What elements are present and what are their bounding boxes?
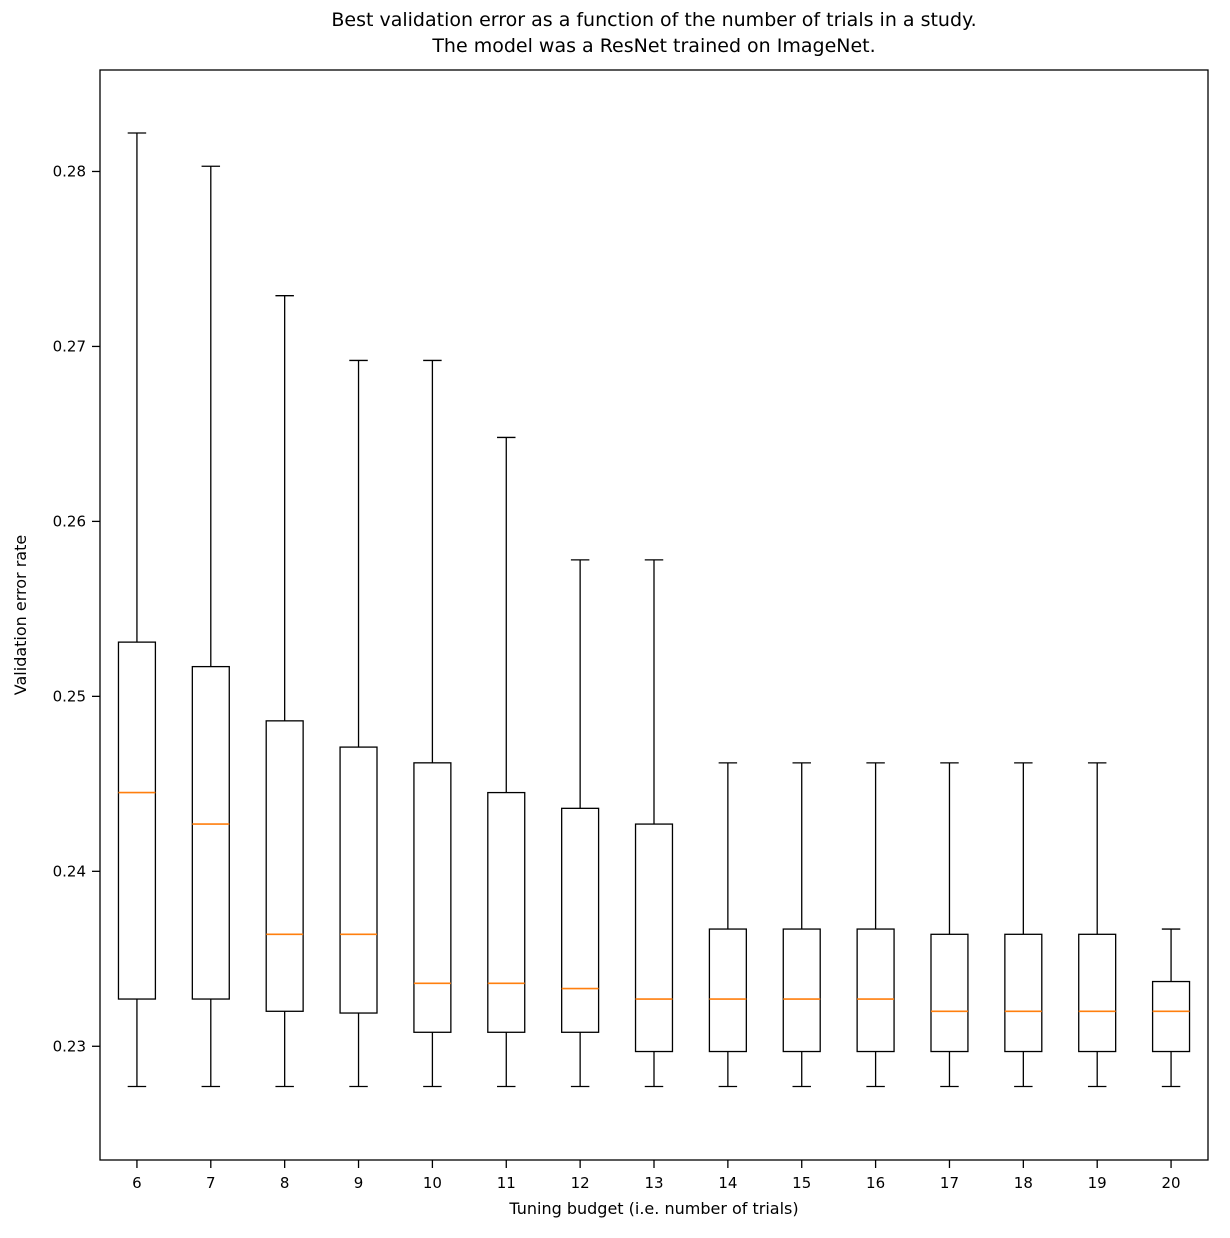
x-tick-label: 18 — [1014, 1174, 1033, 1192]
box-12 — [561, 807, 600, 1033]
x-tick-label: 11 — [497, 1174, 516, 1192]
box-15 — [782, 928, 821, 1053]
box-7 — [191, 665, 230, 1000]
box-11 — [487, 791, 526, 1033]
box-14 — [708, 928, 747, 1053]
box-9 — [339, 746, 378, 1014]
box-13 — [634, 823, 674, 1053]
x-tick-label: 12 — [571, 1174, 590, 1192]
box-17 — [930, 933, 969, 1053]
y-tick-label: 0.25 — [53, 688, 86, 706]
x-tick-label: 6 — [132, 1174, 142, 1192]
y-tick-label: 0.28 — [53, 163, 86, 181]
y-tick-label: 0.27 — [53, 338, 86, 356]
box-18 — [1004, 933, 1043, 1053]
x-tick-label: 16 — [866, 1174, 885, 1192]
box-16 — [856, 928, 895, 1053]
box-19 — [1078, 933, 1117, 1053]
x-tick-label: 10 — [423, 1174, 442, 1192]
x-tick-label: 20 — [1162, 1174, 1181, 1192]
y-tick-label: 0.23 — [53, 1038, 86, 1056]
box-6 — [117, 641, 157, 1000]
x-tick-label: 19 — [1088, 1174, 1107, 1192]
y-tick-label: 0.26 — [53, 513, 86, 531]
x-tick-label: 8 — [280, 1174, 290, 1192]
box-8 — [265, 720, 304, 1012]
x-tick-label: 15 — [792, 1174, 811, 1192]
x-tick-label: 13 — [644, 1174, 663, 1192]
x-axis-label: Tuning budget (i.e. number of trials) — [508, 1199, 798, 1218]
plot-content: 0.23 0.24 0.25 0.26 0.27 0.28 6 7 8 9 10 11 12 13 14 15… — [53, 132, 1191, 1192]
x-tick-label: 14 — [718, 1174, 737, 1192]
x-tick-label: 17 — [940, 1174, 959, 1192]
x-tick-label: 7 — [206, 1174, 216, 1192]
y-tick-label: 0.24 — [53, 863, 86, 881]
box-20 — [1151, 980, 1191, 1053]
box-10 — [413, 762, 452, 1033]
y-axis-label: Validation error rate — [11, 535, 30, 695]
x-tick-label: 9 — [354, 1174, 364, 1192]
chart-title-line2: The model was a ResNet trained on ImageN… — [431, 35, 875, 57]
chart-title-line1: Best validation error as a function of t… — [331, 9, 976, 31]
